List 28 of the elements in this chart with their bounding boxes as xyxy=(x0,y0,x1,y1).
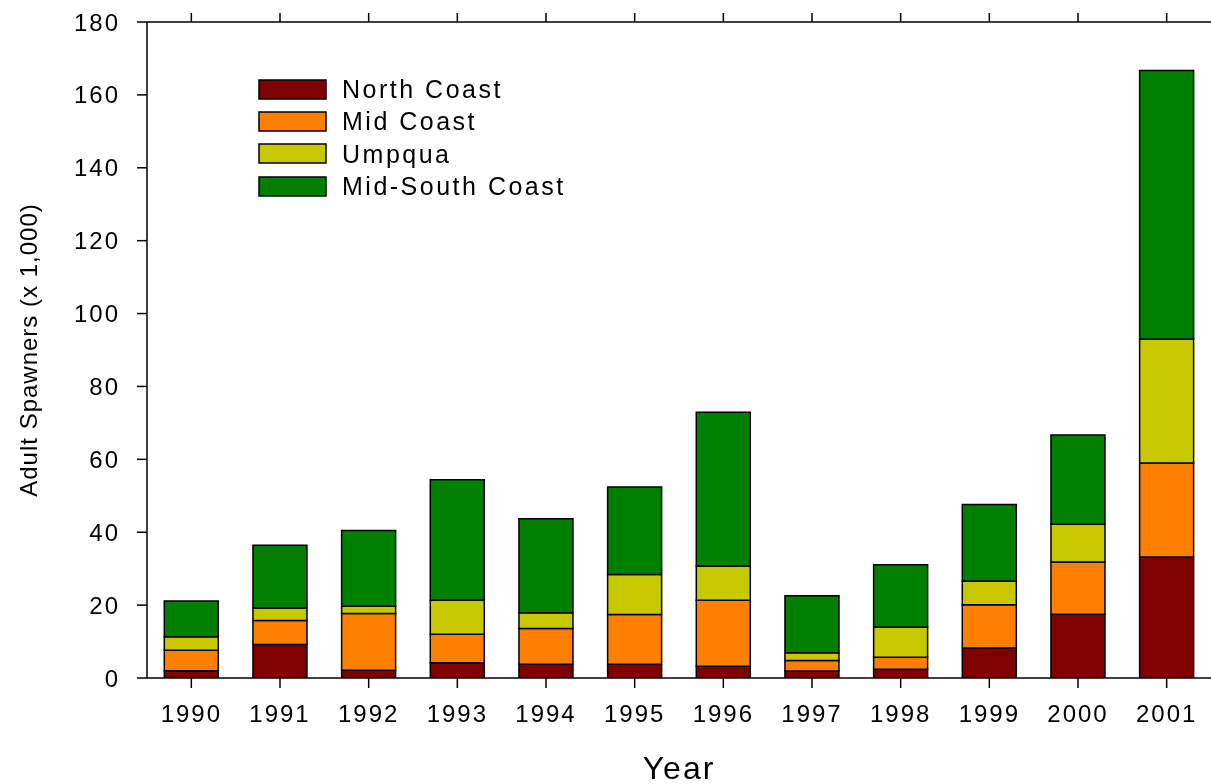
x-axis-title: Year xyxy=(642,750,716,784)
x-tick-label: 1996 xyxy=(692,700,755,728)
y-tick-label: 60 xyxy=(89,445,120,473)
x-tick-label: 1991 xyxy=(249,700,311,728)
legend-label: North Coast xyxy=(342,75,503,104)
x-tick-label: 2001 xyxy=(1135,700,1198,728)
x-tick-label: 1990 xyxy=(160,700,223,728)
y-tick-label: 100 xyxy=(73,300,120,328)
x-tick-label: 1998 xyxy=(869,700,932,728)
legend-label: Mid-South Coast xyxy=(342,172,566,201)
x-tick-label: 2000 xyxy=(1047,700,1109,728)
x-tick-label: 1997 xyxy=(781,700,843,728)
legend-label: Mid Coast xyxy=(342,107,478,136)
y-axis-title: Adult Spawners (x 1,000) xyxy=(14,203,42,497)
y-tick-label: 140 xyxy=(73,154,120,182)
y-tick-label: 20 xyxy=(89,591,120,619)
y-tick-label: 0 xyxy=(104,664,120,692)
y-tick-label: 160 xyxy=(73,81,120,109)
y-tick-label: 120 xyxy=(73,227,120,255)
y-tick-label: 180 xyxy=(73,8,120,36)
x-tick-label: 1992 xyxy=(337,700,400,728)
x-tick-label: 1999 xyxy=(958,700,1021,728)
y-tick-label: 40 xyxy=(89,518,120,546)
y-tick-label: 80 xyxy=(89,372,120,400)
legend-label: Umpqua xyxy=(342,139,452,168)
x-tick-label: 1993 xyxy=(426,700,489,728)
x-tick-label: 1995 xyxy=(603,700,666,728)
x-tick-label: 1994 xyxy=(515,700,577,728)
